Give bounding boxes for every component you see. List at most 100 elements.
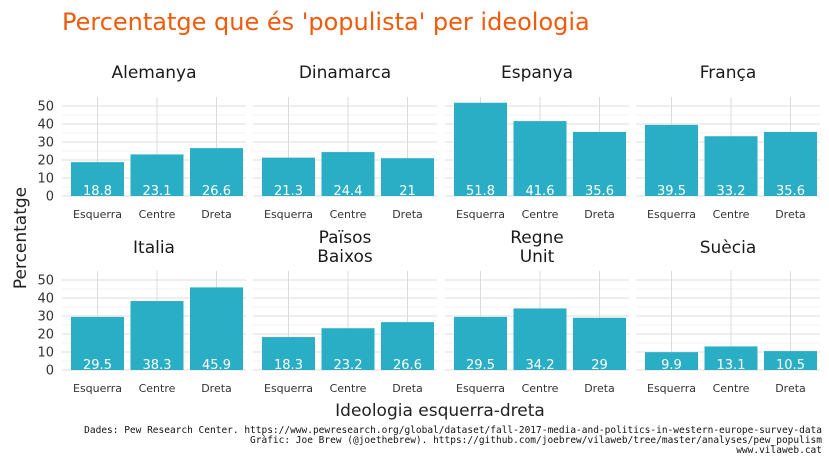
bar-value-label: 29.5 [83,358,112,373]
x-tick-label: Esquerra [73,382,122,395]
caption-line-1: Dades: Pew Research Center. https://www.… [84,425,822,436]
bar-value-label: 18.8 [83,184,112,199]
bar-value-label: 35.6 [585,184,614,199]
x-tick-label: Dreta [584,208,615,221]
bar-value-label: 18.3 [274,358,303,373]
x-tick-label: Centre [522,382,559,395]
x-tick-label: Centre [713,382,750,395]
x-tick-label: Dreta [775,382,806,395]
y-tick-label: 0 [46,364,54,379]
x-tick-label: Esquerra [264,382,313,395]
y-tick-label: 50 [37,274,54,289]
x-tick-label: Esquerra [264,208,313,221]
bar-value-label: 23.1 [143,184,172,199]
facet-title: França [700,63,757,83]
chart-title: Percentatge que és 'populista' per ideol… [62,8,590,36]
bar-centre [321,152,375,196]
x-tick-label: Esquerra [73,208,122,221]
bar-dreta [381,322,434,370]
bar-value-label: 23.2 [334,358,363,373]
bar-esquerra [262,157,315,196]
facet-title: Regne Unit [510,228,564,267]
bar-dreta [764,131,817,196]
bar-centre [513,308,567,370]
y-tick-label: 20 [37,328,54,343]
bar-esquerra [454,316,507,370]
x-tick-label: Centre [713,208,750,221]
x-tick-label: Esquerra [647,208,696,221]
bar-centre [704,346,758,370]
x-tick-label: Esquerra [647,382,696,395]
y-tick-label: 40 [37,292,54,307]
y-tick-label: 20 [37,154,54,169]
y-tick-label: 30 [37,136,54,151]
bar-value-label: 26.6 [202,184,231,199]
bar-centre [130,154,184,196]
bar-centre [321,328,375,370]
facet-panel-7: 29.5 34.2 29 Esquerra Centre Dreta Regne Unit [445,228,629,395]
bar-value-label: 29.5 [466,358,495,373]
x-tick-label: Centre [330,382,367,395]
x-tick-label: Dreta [201,208,232,221]
facet-panel-2: 21.3 24.4 21 Esquerra Centre Dreta Dinamarca [253,63,437,221]
x-tick-label: Esquerra [456,208,505,221]
x-tick-label: Centre [330,208,367,221]
bar-value-label: 9.9 [661,358,682,373]
bar-dreta [381,158,434,196]
y-tick-label: 10 [37,172,54,187]
bar-centre [513,121,567,196]
x-tick-label: Centre [139,208,176,221]
bar-value-label: 38.3 [143,358,172,373]
bar-dreta [573,131,626,196]
caption-line-2: Gràfic: Joe Brew (@joethebrew). https://… [250,435,822,446]
bar-value-label: 29 [591,358,608,373]
bar-centre [130,301,184,370]
x-tick-label: Dreta [392,208,423,221]
bar-esquerra [71,316,124,370]
bar-value-label: 13.1 [717,358,746,373]
bar-value-label: 33.2 [717,184,746,199]
bar-centre [704,136,758,196]
bar-value-label: 21.3 [274,184,303,199]
bar-value-label: 21 [399,184,416,199]
facet-title: Italia [133,238,175,258]
facet-panels: 18.8 23.1 26.6 Esquerra Centre Dreta 0 10 20 30 40… [37,63,820,395]
facet-title: Dinamarca [299,63,391,83]
bar-dreta [190,148,243,196]
facet-title: Suècia [700,238,757,258]
facet-panel-5: 29.5 38.3 45.9 Esquerra Centre Dreta 0 10 20 30 40… [37,238,246,395]
facet-title: Alemanya [111,63,196,83]
facet-panel-1: 18.8 23.1 26.6 Esquerra Centre Dreta 0 10 20 30 40… [37,63,246,221]
facet-panel-6: 18.3 23.2 26.6 Esquerra Centre Dreta Països Bai… [253,228,437,395]
bar-value-label: 24.4 [334,184,363,199]
bar-value-label: 26.6 [393,358,422,373]
facet-panel-4: 39.5 33.2 35.6 Esquerra Centre Dreta França [636,63,820,221]
bar-value-label: 35.6 [776,184,805,199]
bar-dreta [764,351,817,370]
x-tick-label: Dreta [392,382,423,395]
bar-value-label: 10.5 [776,358,805,373]
facet-title: Espanya [501,63,573,83]
x-tick-label: Centre [522,208,559,221]
y-tick-label: 40 [37,118,54,133]
y-tick-label: 50 [37,100,54,115]
bar-value-label: 41.6 [526,184,555,199]
x-axis-title: Ideologia esquerra-dreta [335,401,545,421]
bar-esquerra [262,337,315,370]
bar-esquerra [71,162,124,196]
x-tick-label: Dreta [201,382,232,395]
bar-dreta [573,317,626,370]
bar-dreta [190,287,243,370]
facet-panel-3: 51.8 41.6 35.6 Esquerra Centre Dreta Espanya [445,63,629,221]
bar-esquerra [454,102,507,196]
bar-esquerra [645,352,698,370]
facet-panel-8: 9.9 13.1 10.5 Esquerra Centre Dreta Suècia [636,238,820,395]
y-tick-label: 30 [37,310,54,325]
x-tick-label: Centre [139,382,176,395]
bar-esquerra [645,124,698,196]
facet-title: Països Baixos [317,228,373,267]
bar-value-label: 39.5 [657,184,686,199]
y-tick-label: 0 [46,190,54,205]
x-tick-label: Esquerra [456,382,505,395]
